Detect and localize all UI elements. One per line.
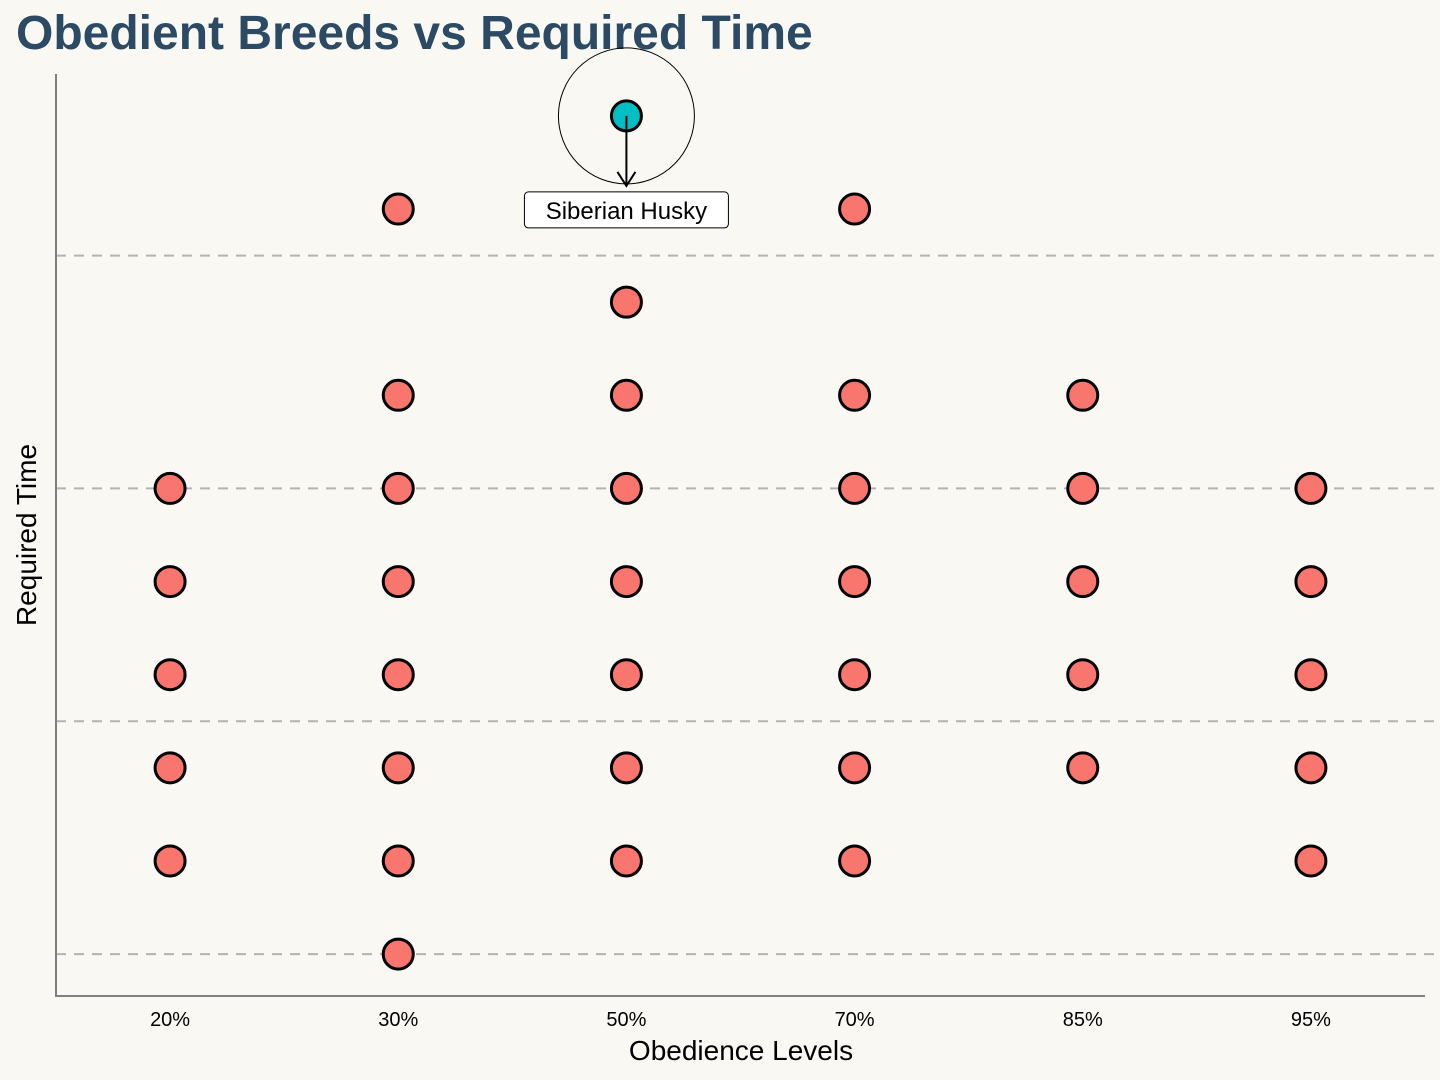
- x-tick-label: 85%: [1063, 1009, 1103, 1031]
- chart-title: Obedient Breeds vs Required Time: [16, 7, 813, 60]
- data-point: [1066, 751, 1100, 785]
- x-tick-label: 70%: [835, 1009, 875, 1031]
- data-point: [609, 471, 643, 505]
- data-point: [838, 844, 872, 878]
- data-point: [381, 658, 415, 692]
- annotation-label: Siberian Husky: [546, 198, 707, 225]
- data-point: [838, 471, 872, 505]
- data-point: [153, 565, 187, 599]
- data-point: [1066, 565, 1100, 599]
- data-point: [153, 658, 187, 692]
- arrow-head-icon: [616, 171, 637, 188]
- data-point: [381, 937, 415, 971]
- data-point: [609, 565, 643, 599]
- annotation: Siberian Husky: [523, 47, 729, 229]
- data-point: [838, 658, 872, 692]
- data-point: [153, 471, 187, 505]
- x-tick-label: 20%: [150, 1009, 190, 1031]
- data-point: [381, 378, 415, 412]
- data-points: [153, 99, 1328, 971]
- data-point: [1294, 751, 1328, 785]
- data-point: [381, 192, 415, 226]
- data-point: [838, 751, 872, 785]
- data-point: [1066, 471, 1100, 505]
- x-axis-title: Obedience Levels: [629, 1035, 853, 1066]
- data-point: [1294, 658, 1328, 692]
- data-point: [1066, 658, 1100, 692]
- data-point: [1294, 471, 1328, 505]
- x-tick-label: 30%: [378, 1009, 418, 1031]
- data-point: [838, 565, 872, 599]
- annotation-label-box: [523, 191, 729, 229]
- data-point: [381, 471, 415, 505]
- grid-lines: [56, 254, 1440, 956]
- data-point: [609, 751, 643, 785]
- data-point: [838, 192, 872, 226]
- data-point: [609, 285, 643, 319]
- data-point: [153, 751, 187, 785]
- data-point: [1066, 378, 1100, 412]
- data-point: [838, 378, 872, 412]
- data-point: [381, 844, 415, 878]
- data-point: [381, 751, 415, 785]
- x-tick-label: 50%: [606, 1009, 646, 1031]
- data-point: [609, 658, 643, 692]
- data-point: [1294, 844, 1328, 878]
- x-tick-labels: 20% 30% 50% 70% 85% 95%: [150, 1009, 1331, 1031]
- data-point: [1294, 565, 1328, 599]
- x-tick-label: 95%: [1291, 1009, 1331, 1031]
- y-axis-title: Required Time: [11, 444, 42, 626]
- data-point: [609, 378, 643, 412]
- data-point: [381, 565, 415, 599]
- data-point: [609, 844, 643, 878]
- data-point: [153, 844, 187, 878]
